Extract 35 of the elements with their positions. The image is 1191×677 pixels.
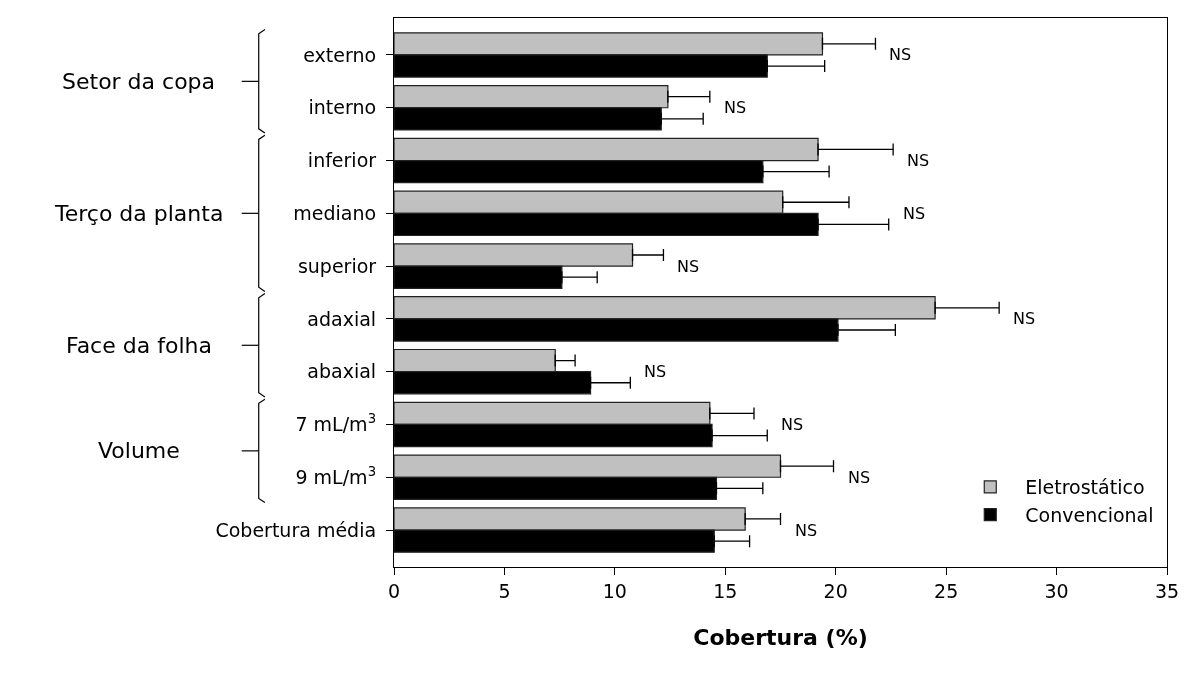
x-tick-label: 10 xyxy=(602,579,627,602)
annotation: NS xyxy=(903,204,926,223)
x-tick-label: 15 xyxy=(713,579,738,602)
annotation: NS xyxy=(907,151,930,170)
y-tick-label: abaxial xyxy=(307,360,377,383)
y-tick-label: interno xyxy=(308,96,377,119)
text: Volume xyxy=(98,438,180,463)
annotation: NS xyxy=(644,362,667,381)
x-tick-label: 0 xyxy=(387,579,401,602)
text: Setor da copa xyxy=(62,69,216,94)
annotation: NS xyxy=(848,468,871,487)
x-axis-title: Cobertura (%) xyxy=(693,624,868,650)
y-tick-label: 7 mL/m$^{3}$ xyxy=(295,411,377,436)
x-tick-label: 5 xyxy=(498,579,511,602)
x-tick-label: 30 xyxy=(1044,579,1069,602)
annotation: NS xyxy=(724,98,747,117)
x-tick-label: 35 xyxy=(1154,579,1180,602)
y-tick-label: inferior xyxy=(307,149,377,172)
y-tick-label: mediano xyxy=(293,201,377,224)
annotation: NS xyxy=(1013,309,1036,328)
text: Face da folha xyxy=(66,333,212,358)
text: Terço da planta xyxy=(54,201,224,226)
annotation: NS xyxy=(889,45,912,64)
annotation: NS xyxy=(781,415,804,434)
x-tick-label: 20 xyxy=(823,579,848,602)
legend-label: Eletrostático xyxy=(1025,476,1145,499)
y-tick-label: adaxial xyxy=(307,307,377,330)
y-tick-label: Cobertura média xyxy=(215,518,377,541)
x-tick-label: 25 xyxy=(934,579,959,602)
legend-label: Convencional xyxy=(1025,504,1154,527)
y-tick-label: externo xyxy=(303,43,377,66)
y-tick-label: superior xyxy=(297,254,377,277)
annotation: NS xyxy=(795,521,818,540)
y-tick-label: 9 mL/m$^{3}$ xyxy=(295,463,377,488)
annotation: NS xyxy=(677,257,700,276)
